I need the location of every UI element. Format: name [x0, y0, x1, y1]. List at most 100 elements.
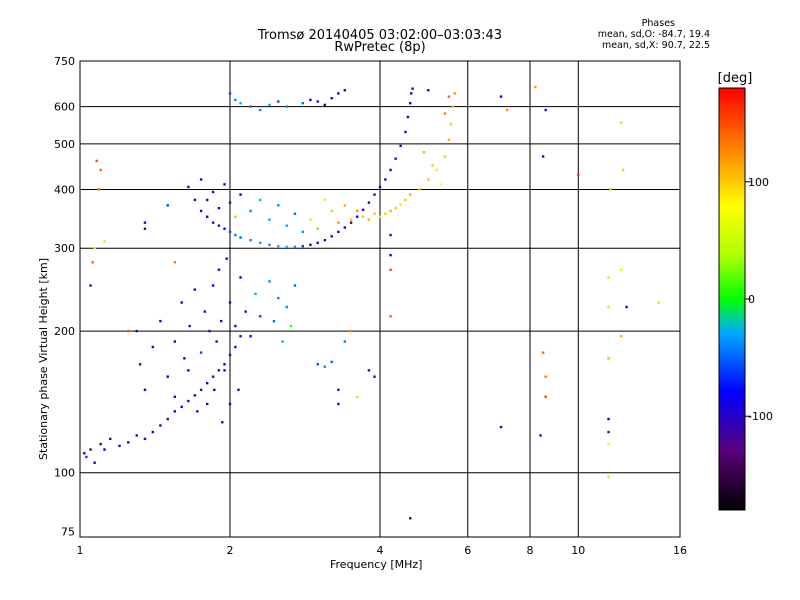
data-point	[337, 92, 340, 95]
data-point	[203, 310, 206, 313]
data-point	[384, 212, 387, 216]
data-point	[309, 218, 312, 221]
data-point	[239, 102, 242, 105]
data-point	[355, 209, 359, 213]
data-point	[443, 112, 447, 115]
chart-subtitle: RwPretec (8p)	[334, 40, 426, 55]
data-point	[234, 98, 237, 102]
y-tick-label: 300	[54, 242, 75, 255]
data-point	[211, 221, 215, 224]
phase-stats-x: mean, sd,X: 90.7, 22.5	[601, 40, 710, 51]
data-point	[499, 425, 503, 429]
data-point	[234, 233, 237, 237]
data-point	[217, 268, 221, 271]
data-point	[215, 340, 218, 343]
data-point	[211, 375, 215, 378]
data-point	[83, 452, 86, 455]
y-tick-label: 400	[54, 183, 75, 196]
data-point	[228, 353, 232, 357]
data-point	[228, 230, 232, 234]
data-point	[205, 402, 209, 406]
data-point	[166, 417, 169, 421]
data-point	[93, 461, 96, 464]
data-point	[411, 87, 414, 90]
data-point	[249, 335, 252, 338]
data-point	[205, 215, 209, 218]
data-point	[404, 130, 407, 134]
data-point	[180, 405, 183, 409]
data-point	[394, 206, 397, 210]
data-point	[239, 276, 242, 279]
data-point	[577, 173, 580, 176]
data-point	[151, 345, 155, 349]
data-point	[539, 434, 542, 437]
data-point	[439, 183, 443, 186]
data-point	[355, 215, 359, 218]
colorbar-label: [deg]	[718, 71, 753, 86]
data-point	[259, 241, 262, 245]
y-axis-label: Stationary phase Virtual Height [km]	[37, 257, 50, 460]
data-point	[607, 357, 610, 360]
x-tick-labels: 1 2 4 6 8 10 16	[77, 544, 688, 557]
data-point	[657, 301, 660, 304]
y-tick-labels: 75 100 200 300 400 500 600 750	[54, 55, 75, 538]
grid-lines	[80, 61, 680, 537]
data-point	[183, 357, 186, 360]
data-point	[609, 188, 612, 191]
data-point	[443, 155, 447, 158]
data-point	[399, 203, 402, 206]
data-point	[447, 138, 451, 142]
data-point	[316, 241, 319, 245]
data-point	[93, 247, 96, 250]
data-point	[196, 410, 199, 413]
data-point	[373, 193, 376, 196]
colorbar-tick-label: 100	[748, 176, 769, 189]
data-point	[143, 227, 147, 230]
data-point	[316, 227, 319, 230]
data-point	[293, 212, 297, 216]
data-point	[323, 239, 327, 242]
data-point	[323, 365, 327, 368]
data-point	[199, 178, 203, 181]
data-point	[544, 395, 547, 398]
data-point	[389, 168, 392, 172]
data-point	[435, 168, 438, 172]
x-tick-label: 6	[464, 544, 471, 557]
colorbar-tick-label: -100	[748, 410, 773, 423]
data-point	[316, 100, 319, 103]
data-point	[193, 288, 197, 291]
data-point	[607, 417, 610, 421]
data-point	[301, 244, 305, 248]
data-point	[228, 301, 232, 304]
data-point	[223, 363, 226, 366]
x-tick-label: 1	[77, 544, 84, 557]
data-point	[361, 215, 365, 218]
data-point	[309, 243, 312, 247]
data-point	[285, 305, 288, 309]
data-point	[389, 233, 392, 237]
data-point	[135, 434, 138, 437]
data-point	[143, 437, 147, 441]
data-point	[607, 276, 610, 279]
data-point	[337, 388, 340, 392]
data-point	[349, 329, 353, 333]
data-point	[173, 410, 177, 413]
x-tick-label: 16	[673, 544, 687, 557]
data-point	[109, 437, 112, 441]
data-point	[223, 183, 226, 186]
data-point	[281, 340, 284, 343]
data-point	[316, 363, 319, 366]
data-point	[399, 144, 402, 148]
data-point	[234, 345, 237, 349]
data-point	[259, 108, 262, 112]
data-point	[620, 335, 623, 338]
data-point	[223, 227, 226, 230]
data-point	[451, 105, 455, 108]
data-point	[135, 329, 138, 333]
data-point	[85, 455, 88, 459]
data-point	[349, 218, 353, 221]
data-point	[151, 430, 155, 434]
data-point	[285, 224, 288, 227]
y-tick-label: 600	[54, 101, 75, 114]
